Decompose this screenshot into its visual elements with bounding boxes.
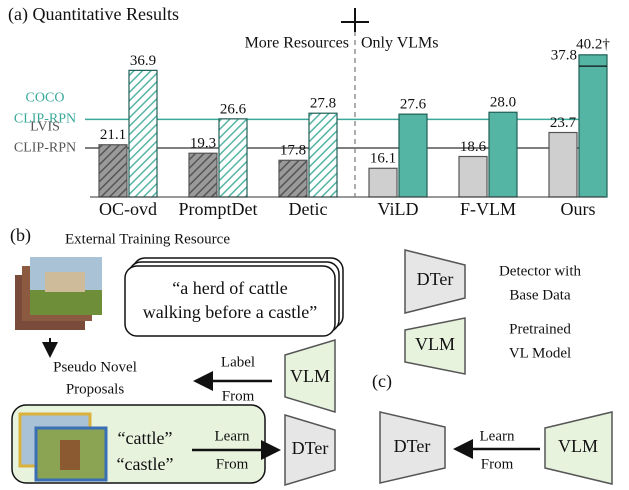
- arrow-label: Learn: [480, 428, 515, 444]
- value-label: 23.7: [550, 115, 577, 131]
- value-label: 27.6: [400, 97, 427, 113]
- dter-label: DTer: [292, 438, 329, 458]
- dter-label: DTer: [417, 269, 454, 289]
- x-tick-label: PromptDet: [179, 199, 258, 219]
- bar: [549, 133, 577, 197]
- annotation: Only VLMs: [361, 35, 439, 52]
- legend-desc: VL Model: [509, 345, 571, 361]
- arrow-label: Label: [221, 354, 255, 370]
- vlm-label: VLM: [290, 366, 330, 386]
- chart-title: (a) Quantitative Results: [8, 4, 179, 25]
- x-tick-label: ViLD: [378, 199, 419, 219]
- caption-line: “a herd of cattle: [172, 278, 287, 298]
- word: “cattle”: [118, 428, 173, 448]
- word: “castle”: [117, 454, 174, 474]
- vlm-label: VLM: [558, 436, 598, 456]
- figure: (a) Quantitative Results COCO CLIP-RPN LVI…: [0, 0, 629, 490]
- legend-desc: Base Data: [509, 287, 571, 303]
- legend-desc: Detector with: [499, 263, 582, 279]
- arrow-label: Learn: [215, 428, 250, 444]
- panel-label: (c): [372, 371, 392, 392]
- value-label: 26.6: [220, 101, 247, 117]
- arrow-label: From: [222, 388, 255, 404]
- bar: [129, 70, 157, 197]
- arrow-label: From: [216, 456, 249, 472]
- bar-chart: COCOCLIP-RPNLVISCLIP-RPNOC-ovd21.136.9Pr…: [14, 8, 610, 219]
- bar: [189, 153, 217, 197]
- bar: [579, 55, 607, 197]
- x-tick-label: OC-ovd: [99, 199, 157, 219]
- dter-label: DTer: [394, 436, 431, 456]
- resource-title: External Training Resource: [65, 231, 230, 247]
- x-tick-label: Ours: [561, 199, 596, 219]
- image-stack: [15, 257, 102, 330]
- value-label: 16.1: [370, 151, 396, 167]
- value-label: 36.9: [130, 53, 156, 69]
- bar: [219, 119, 247, 197]
- bar: [279, 160, 307, 197]
- panel-label: (b): [10, 225, 31, 246]
- bar: [399, 114, 427, 197]
- value-label: 27.8: [310, 96, 336, 112]
- value-label: 19.3: [190, 136, 216, 152]
- x-tick-label: F-VLM: [460, 199, 516, 219]
- vlm-label: VLM: [415, 334, 455, 354]
- proposals-text: Pseudo Novel: [53, 359, 137, 375]
- value-label: 40.2†: [576, 36, 610, 52]
- bar: [309, 113, 337, 197]
- value-label: 37.8: [551, 48, 577, 64]
- legend-desc: Pretrained: [509, 321, 571, 337]
- caption-line: walking before a castle”: [143, 302, 317, 322]
- bar: [489, 112, 517, 197]
- proposals-text: Proposals: [66, 381, 125, 397]
- annotation: More Resources: [245, 35, 349, 52]
- arrow-label: From: [481, 456, 514, 472]
- bar: [99, 145, 127, 197]
- reference-label: COCO: [26, 91, 65, 106]
- reference-label: LVIS: [30, 119, 60, 134]
- bar: [459, 157, 487, 197]
- x-tick-label: Detic: [289, 199, 328, 219]
- value-label: 18.6: [460, 139, 487, 155]
- value-label: 17.8: [280, 143, 306, 159]
- value-label: 21.1: [100, 127, 126, 143]
- value-label: 28.0: [490, 95, 516, 111]
- reference-label: CLIP-RPN: [14, 140, 76, 155]
- bar: [369, 168, 397, 197]
